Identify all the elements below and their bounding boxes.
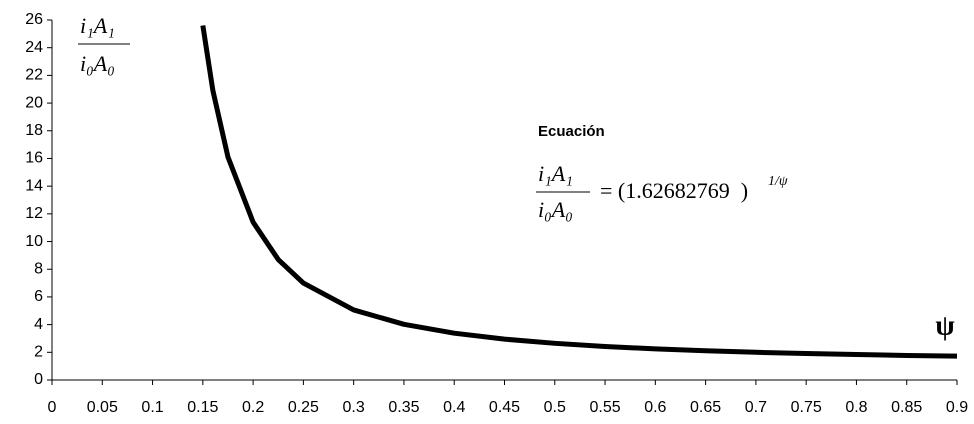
- y-tick-label: 10: [25, 233, 43, 250]
- equation-title: Ecuación: [538, 123, 605, 140]
- y-tick-label: 26: [25, 11, 43, 28]
- x-tick-label: 0.25: [288, 399, 319, 416]
- x-tick-label: 0.5: [544, 399, 566, 416]
- y-tick-label: 2: [34, 344, 43, 361]
- x-axis-label: ψ: [935, 310, 954, 341]
- equation-denominator: i₀A₀: [538, 197, 573, 222]
- x-tick-label: 0: [48, 399, 57, 416]
- x-tick-label: 0.7: [745, 399, 767, 416]
- x-tick-label: 0.75: [791, 399, 822, 416]
- y-tick-label: 18: [25, 122, 43, 139]
- equation-exponent: 1/ψ: [768, 174, 788, 189]
- y-tick-label: 24: [25, 39, 43, 56]
- y-tick-label: 22: [25, 67, 43, 84]
- x-tick-label: 0.45: [489, 399, 520, 416]
- x-tick-label: 0.1: [141, 399, 163, 416]
- y-tick-label: 14: [25, 177, 43, 194]
- equation-numerator: i₁A₁: [538, 161, 573, 186]
- y-tick-label: 12: [25, 205, 43, 222]
- y-tick-label: 0: [34, 371, 43, 388]
- x-tick-label: 0.65: [690, 399, 721, 416]
- x-tick-label: 0.9: [946, 399, 968, 416]
- y-tick-label: 6: [34, 288, 43, 305]
- y-label-denominator: i₀A₀: [80, 51, 115, 76]
- x-tick-label: 0.35: [388, 399, 419, 416]
- x-tick-label: 0.15: [187, 399, 218, 416]
- x-tick-label: 0.05: [87, 399, 118, 416]
- curve: [200, 25, 958, 359]
- x-tick-label: 0.85: [891, 399, 922, 416]
- y-tick-label: 16: [25, 150, 43, 167]
- x-tick-label: 0.6: [644, 399, 666, 416]
- y-tick-label: 20: [25, 94, 43, 111]
- x-tick-label: 0.55: [589, 399, 620, 416]
- x-tick-label: 0.2: [242, 399, 264, 416]
- x-tick-label: 0.4: [443, 399, 465, 416]
- y-label-numerator: i₁A₁: [80, 13, 115, 38]
- equation-rhs: = (1.62682769 ): [600, 178, 748, 203]
- y-tick-label: 4: [34, 316, 43, 333]
- x-tick-label: 0.8: [845, 399, 867, 416]
- y-tick-label: 8: [34, 260, 43, 277]
- x-tick-label: 0.3: [343, 399, 365, 416]
